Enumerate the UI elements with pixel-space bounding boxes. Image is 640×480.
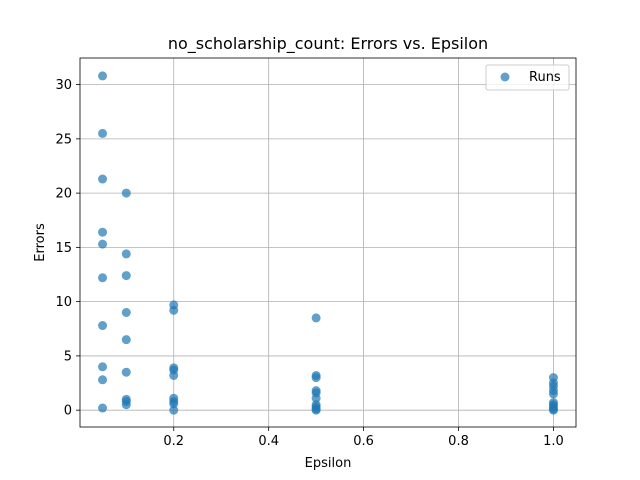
y-tick-label: 30 xyxy=(55,78,72,93)
data-point xyxy=(311,313,321,323)
data-point xyxy=(98,362,108,372)
x-tick-label: 0.8 xyxy=(448,434,469,449)
x-tick-label: 0.6 xyxy=(353,434,374,449)
data-point xyxy=(548,405,558,415)
y-tick-label: 10 xyxy=(55,295,72,310)
data-point xyxy=(98,375,108,385)
y-axis-label: Errors xyxy=(33,223,48,262)
data-point xyxy=(121,335,131,345)
axis-ticks: 0.2 0.4 0.6 0.8 1.0 0 5 10 15 20 25 30 xyxy=(55,78,563,449)
data-point xyxy=(98,321,108,331)
data-point xyxy=(121,249,131,259)
legend-marker xyxy=(500,72,510,82)
data-point xyxy=(121,400,131,410)
x-tick-label: 1.0 xyxy=(543,434,564,449)
data-point xyxy=(121,188,131,198)
chart-title: no_scholarship_count: Errors vs. Epsilon xyxy=(168,34,488,54)
data-point xyxy=(169,405,179,415)
data-point xyxy=(98,239,108,249)
legend: Runs xyxy=(485,64,570,91)
data-point xyxy=(98,227,108,237)
data-points xyxy=(98,71,558,415)
data-point xyxy=(169,399,179,409)
data-point xyxy=(98,71,108,81)
data-point xyxy=(98,273,108,283)
data-point xyxy=(311,373,321,383)
y-tick-label: 25 xyxy=(55,132,72,147)
data-point xyxy=(121,367,131,377)
legend-label: Runs xyxy=(529,70,561,85)
data-point xyxy=(311,405,321,415)
plot-frame xyxy=(79,57,577,428)
data-point xyxy=(121,308,131,318)
y-tick-label: 15 xyxy=(55,241,72,256)
x-tick-label: 0.2 xyxy=(163,434,184,449)
data-point xyxy=(121,271,131,281)
data-point xyxy=(98,174,108,184)
data-point xyxy=(98,128,108,138)
data-point xyxy=(98,403,108,413)
legend-box xyxy=(485,64,570,91)
data-point xyxy=(311,393,321,403)
data-point xyxy=(169,305,179,315)
grid-lines xyxy=(80,58,576,427)
x-tick-label: 0.4 xyxy=(258,434,279,449)
y-tick-label: 0 xyxy=(64,404,72,419)
y-tick-label: 20 xyxy=(55,187,72,202)
y-tick-label: 5 xyxy=(64,349,72,364)
data-point xyxy=(548,389,558,399)
data-point xyxy=(169,370,179,380)
x-axis-label: Epsilon xyxy=(305,456,352,471)
